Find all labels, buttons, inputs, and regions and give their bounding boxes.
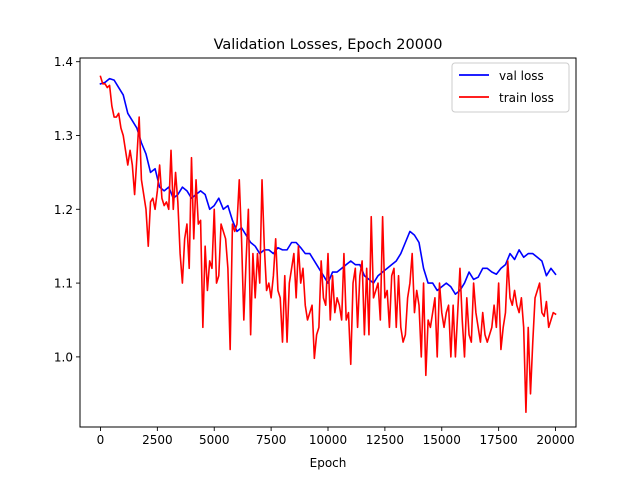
x-tick-label: 2500 bbox=[142, 433, 173, 447]
y-tick-label: 1.2 bbox=[54, 203, 73, 217]
series-line-train-loss bbox=[99, 75, 557, 414]
chart-title: Validation Losses, Epoch 20000 bbox=[214, 37, 443, 53]
y-tick-label: 1.4 bbox=[54, 55, 73, 69]
x-axis-label: Epoch bbox=[310, 456, 347, 470]
x-axis: 0 2500 5000 7500 10000 12500 15000 17500 20000 bbox=[97, 427, 575, 447]
legend: val loss train loss bbox=[451, 62, 570, 113]
x-tick-label: 10000 bbox=[309, 433, 347, 447]
x-tick-label: 5000 bbox=[199, 433, 230, 447]
y-tick-label: 1.3 bbox=[54, 129, 73, 143]
y-tick-label: 1.0 bbox=[54, 350, 73, 364]
series-line-val-loss bbox=[99, 77, 557, 295]
legend-label-val-loss: val loss bbox=[499, 69, 544, 83]
x-tick-label: 15000 bbox=[423, 433, 461, 447]
y-axis: 1.0 1.1 1.2 1.3 1.4 bbox=[54, 55, 80, 364]
x-tick-label: 12500 bbox=[366, 433, 404, 447]
x-tick-label: 17500 bbox=[480, 433, 518, 447]
y-tick-label: 1.1 bbox=[54, 277, 73, 291]
x-tick-label: 20000 bbox=[536, 433, 574, 447]
series-layer bbox=[99, 75, 557, 414]
legend-label-train-loss: train loss bbox=[499, 91, 554, 105]
x-tick-label: 0 bbox=[97, 433, 105, 447]
x-tick-label: 7500 bbox=[256, 433, 287, 447]
